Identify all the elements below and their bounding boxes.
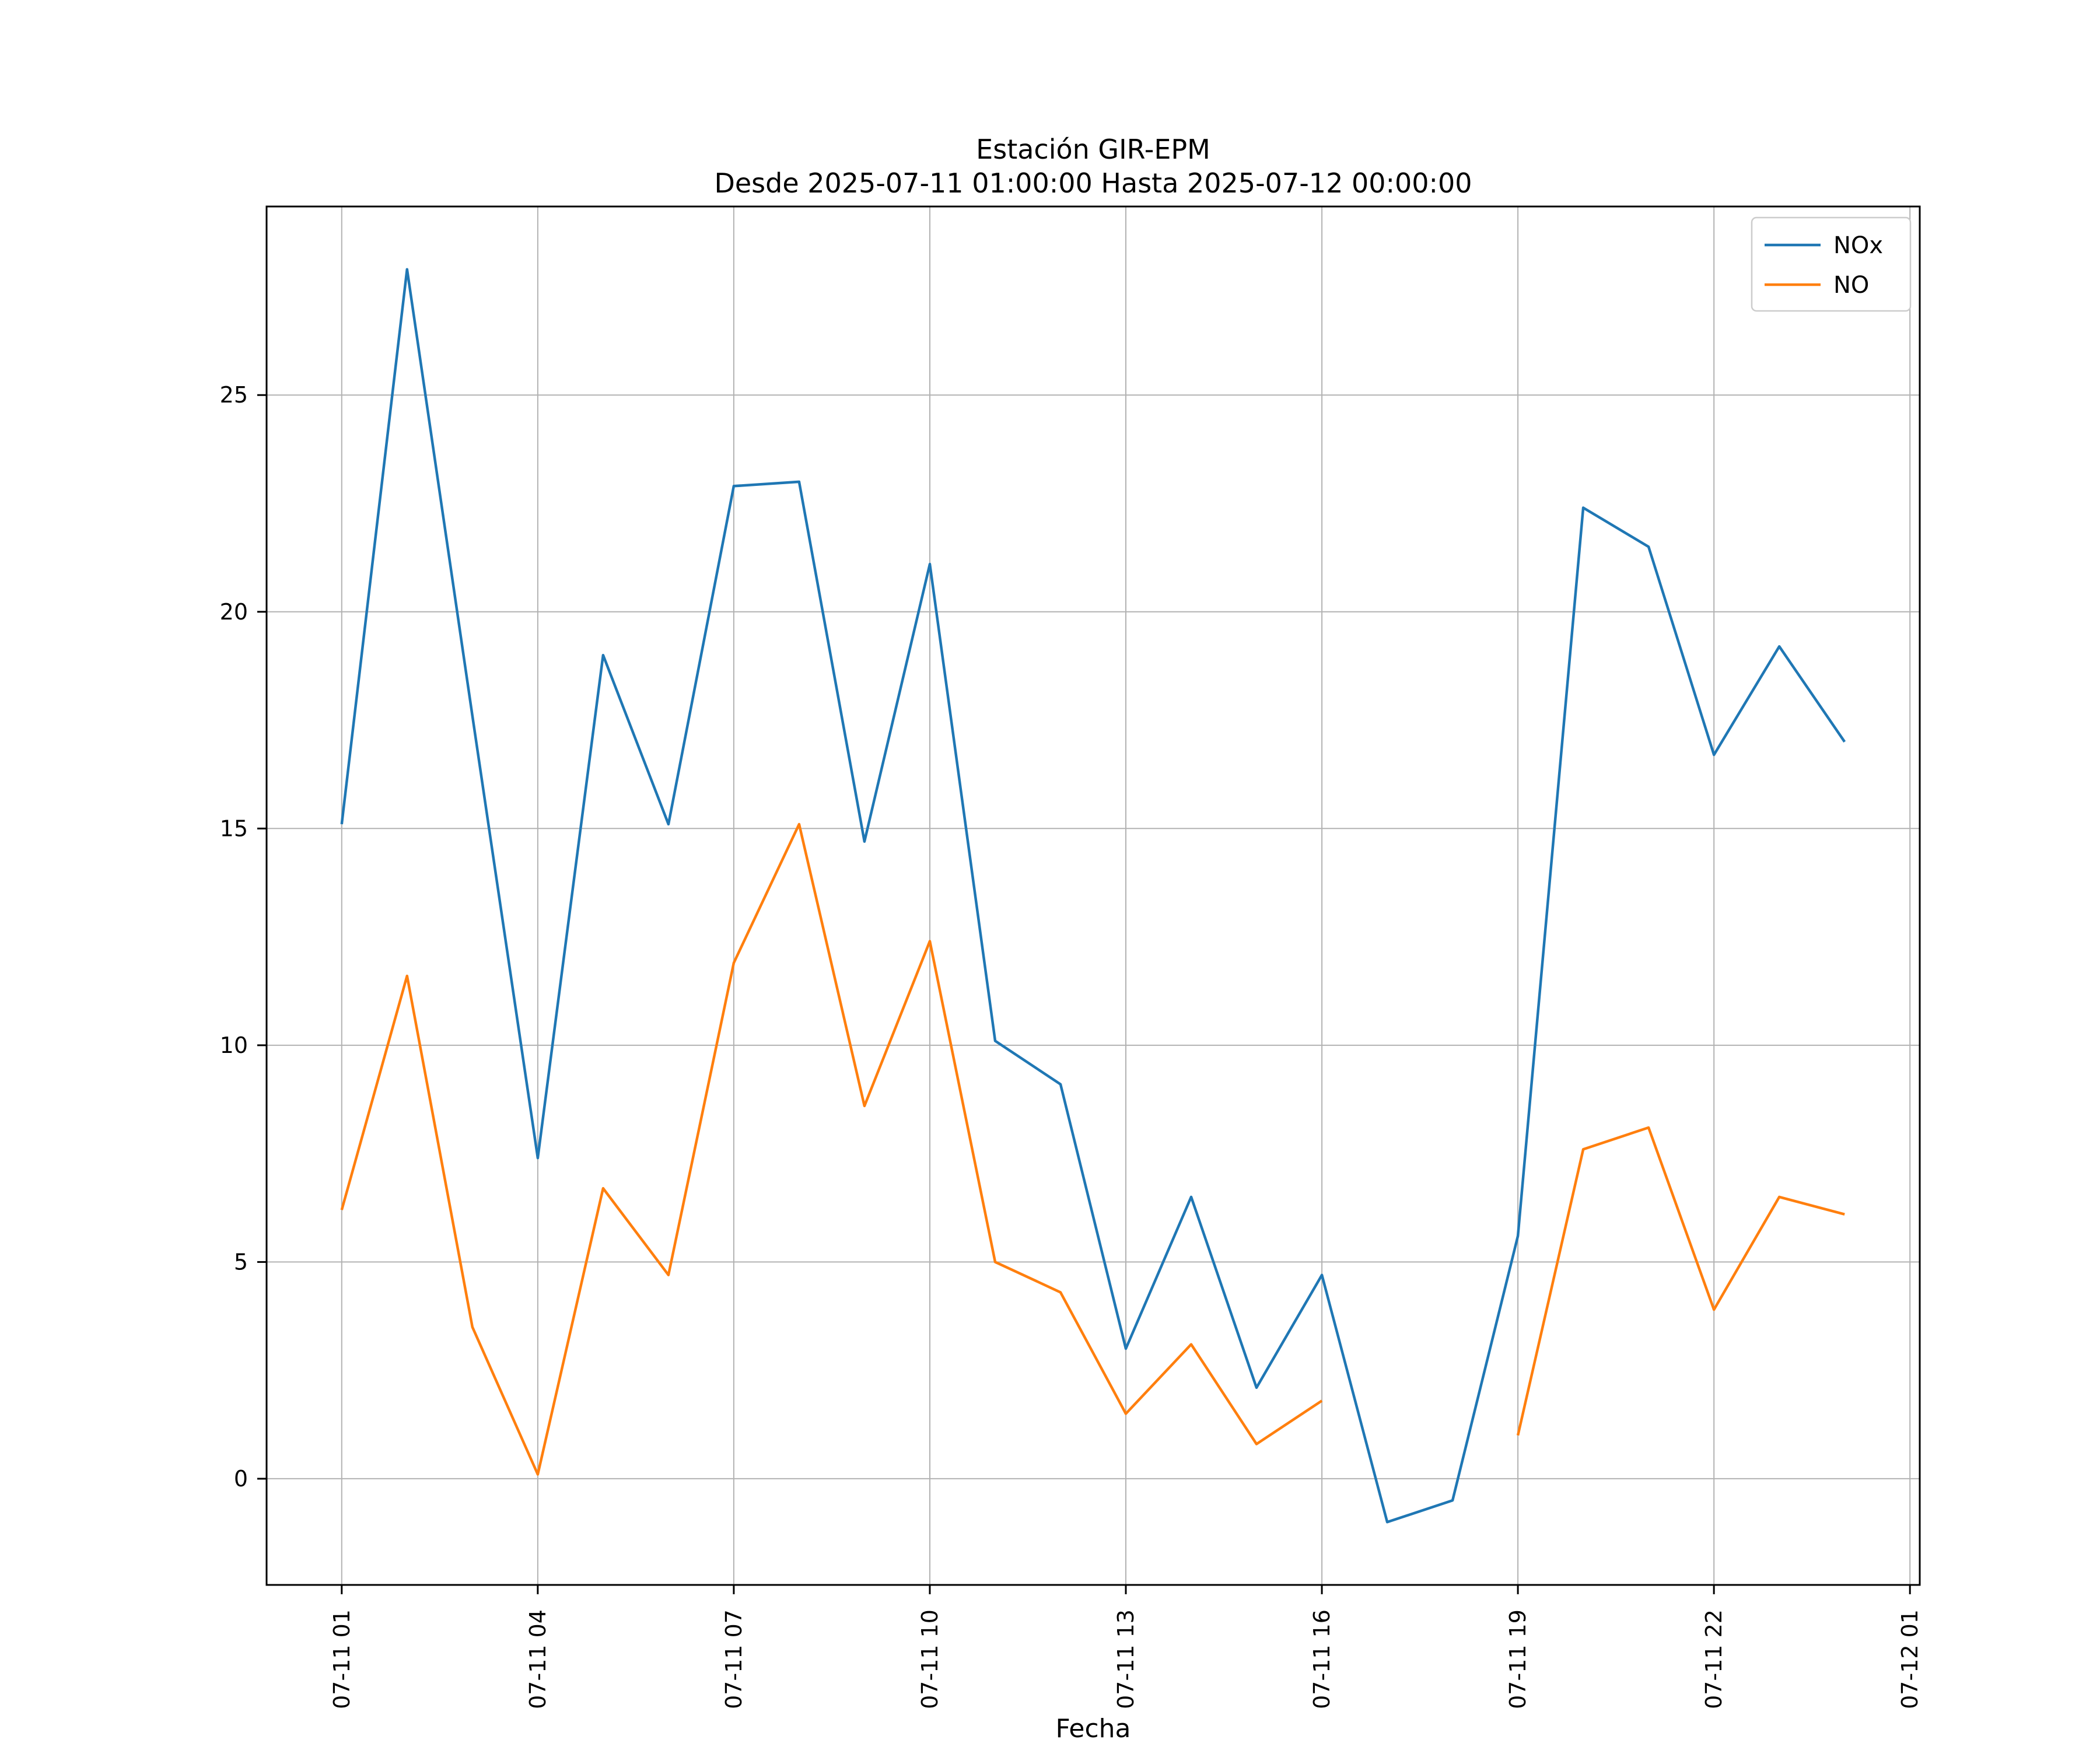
legend-label-nox: NOx <box>1833 232 1883 259</box>
x-tick-label: 07-12 01 <box>1897 1609 1923 1709</box>
y-tick-label: 5 <box>234 1249 248 1275</box>
series-line-no <box>340 822 1845 1476</box>
x-tick-label: 07-11 04 <box>525 1609 551 1709</box>
grid <box>267 206 1920 1585</box>
y-tick-label: 20 <box>220 599 248 625</box>
plot-border <box>265 205 1921 1586</box>
x-tick-label: 07-11 13 <box>1113 1609 1139 1709</box>
x-tick-label: 07-11 19 <box>1505 1609 1531 1709</box>
x-tick-label: 07-11 01 <box>329 1609 355 1709</box>
chart-title-line2: Desde 2025-07-11 01:00:00 Hasta 2025-07-… <box>714 167 1472 199</box>
y-tick-label: 0 <box>234 1466 248 1492</box>
series-lines <box>340 268 1846 1524</box>
legend-box <box>1751 216 1912 312</box>
legend: NOx NO <box>1751 216 1912 312</box>
x-axis-label: Fecha <box>1055 1714 1130 1744</box>
chart-title-line1: Estación GIR-EPM <box>976 134 1210 165</box>
x-tick-label: 07-11 10 <box>917 1609 943 1709</box>
y-tick-label: 10 <box>220 1032 248 1058</box>
series-line-nox <box>340 268 1846 1524</box>
tick-labels: 07-11 01 07-11 04 07-11 07 07-11 10 07-11 13… <box>220 382 1923 1709</box>
x-tick-label: 07-11 22 <box>1701 1609 1727 1709</box>
y-tick-label: 25 <box>220 382 248 408</box>
x-tick-label: 07-11 07 <box>721 1609 747 1709</box>
axes <box>257 205 1921 1594</box>
y-tick-label: 15 <box>220 816 248 841</box>
x-tick-label: 07-11 16 <box>1309 1609 1335 1709</box>
legend-label-no: NO <box>1833 272 1869 299</box>
